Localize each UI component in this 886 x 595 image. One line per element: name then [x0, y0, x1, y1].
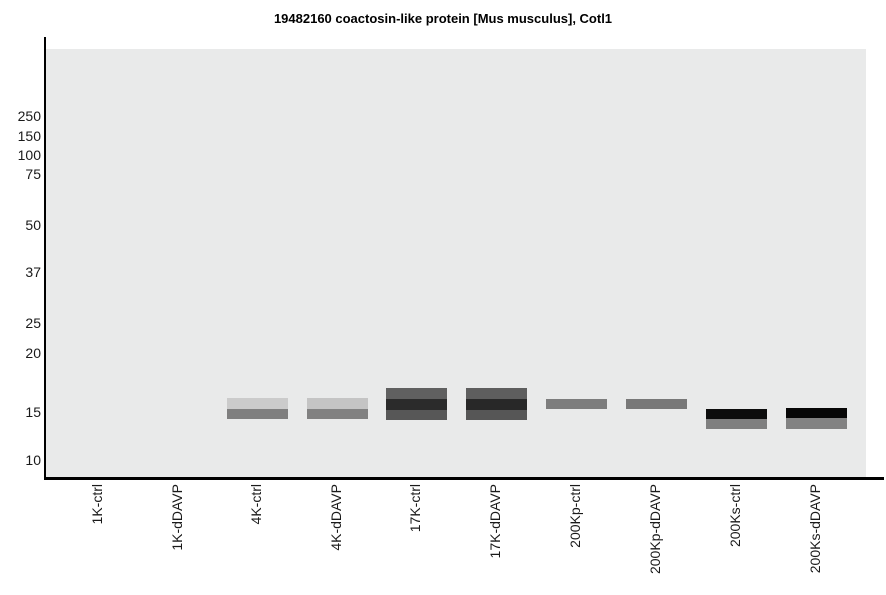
y-tick-label: 20: [25, 345, 41, 361]
y-tick-label: 10: [25, 452, 41, 468]
x-axis-line: [44, 477, 884, 480]
x-lane-label: 17K-ctrl: [407, 484, 423, 533]
y-tick-label: 25: [25, 315, 41, 331]
gel-band: [705, 408, 767, 419]
gel-band: [385, 399, 447, 410]
x-lane-label: 1K-dDAVP: [169, 484, 185, 551]
y-tick-label: 100: [17, 147, 41, 163]
x-lane-label: 200Ks-dDAVP: [807, 484, 823, 574]
gel-band: [306, 398, 368, 409]
y-tick-label: 37: [25, 264, 41, 280]
gel-band: [465, 410, 527, 420]
y-tick-label: 150: [17, 128, 41, 144]
y-axis-line: [44, 37, 46, 480]
gel-band: [625, 399, 687, 409]
gel-band: [385, 388, 447, 399]
x-lane-label: 4K-dDAVP: [328, 484, 344, 551]
x-lane-label: 200Kp-ctrl: [567, 484, 583, 548]
gel-band: [226, 398, 288, 409]
x-lane-label: 1K-ctrl: [89, 484, 105, 525]
gel-band: [226, 408, 288, 419]
y-tick-label: 15: [25, 404, 41, 420]
chart-title: 19482160 coactosin-like protein [Mus mus…: [273, 11, 613, 26]
gel-band: [705, 418, 767, 429]
gel-band: [385, 410, 447, 420]
plot-area: [46, 49, 866, 479]
gel-band: [465, 399, 527, 410]
gel-band: [465, 388, 527, 399]
y-tick-label: 50: [25, 217, 41, 233]
gel-band: [785, 407, 847, 418]
gel-band: [306, 408, 368, 419]
x-lane-label: 200Ks-ctrl: [727, 484, 743, 548]
x-lane-label: 17K-dDAVP: [487, 484, 503, 559]
gel-band: [545, 399, 607, 409]
gel-band: [785, 418, 847, 429]
x-lane-label: 4K-ctrl: [248, 484, 264, 525]
y-tick-label: 75: [25, 166, 41, 182]
y-tick-label: 250: [17, 108, 41, 124]
x-lane-label: 200Kp-dDAVP: [647, 484, 663, 575]
